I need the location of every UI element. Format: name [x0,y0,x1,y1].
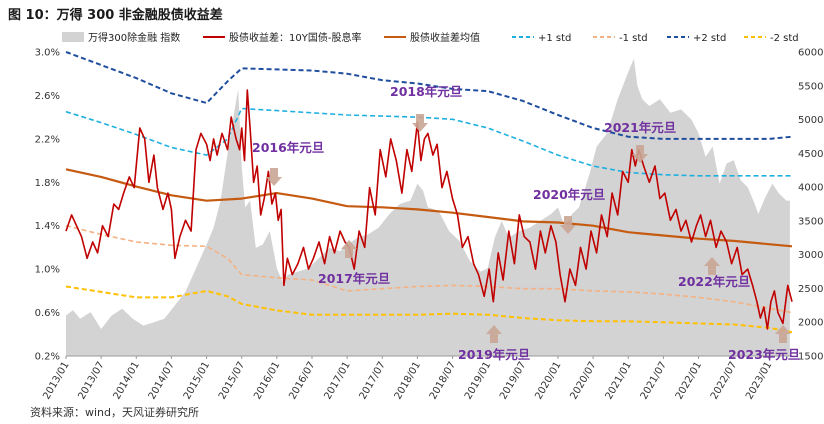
right-tick-label: 2000 [798,318,823,329]
x-tick-label: 2014/07 [147,360,177,401]
annotation-arrow [632,145,648,163]
x-tick-label: 2020/01 [533,360,563,401]
x-tick-label: 2016/07 [287,360,317,401]
right-tick-label: 3500 [798,216,823,227]
legend: 万得300除金融 指数 股债收益差：10Y国债-股息率 股债收益差均值 +1 std -… [62,31,799,44]
right-tick-label: 3000 [798,250,823,261]
x-tick-label: 2023/01 [744,360,774,401]
right-tick-label: 4000 [798,183,823,194]
x-tick-label: 2015/01 [182,360,212,401]
left-tick-label: 0.2% [35,352,60,363]
x-tick-label: 2021/07 [639,360,669,401]
index-area-layer [66,58,790,357]
lines-layer [65,51,793,334]
x-tick-label: 2022/07 [709,360,739,401]
legend-minus2std-label: -2 std [770,33,799,44]
right-tick-label: 6000 [798,48,823,59]
right-tick-label: 2500 [798,284,823,295]
x-tick-label: 2016/01 [252,360,282,401]
left-tick-label: 3.0% [35,48,60,59]
legend-minus1std-label: -1 std [619,33,648,44]
annotation-arrow [266,168,282,186]
annotations-layer: 2016年元旦 2017年元旦 2018年元旦 2019年元旦 2020年元旦 2021年… [252,84,800,362]
right-tick-label: 5000 [798,115,823,126]
x-tick-label: 2017/07 [358,360,388,401]
x-tick-label: 2018/07 [428,360,458,401]
series-plus1std-line [65,107,792,177]
annotation-arrow [775,325,791,343]
x-tick-label: 2013/07 [76,360,106,401]
source-note: 资料来源：wind，天风证券研究所 [30,406,200,419]
x-tick-label: 2015/07 [217,360,247,401]
series-minus1std-line [65,224,793,314]
annotation-label: 2020年元旦 [533,187,605,202]
x-tick-label: 2013/01 [41,360,71,401]
series-spread-line [65,89,793,330]
annotation-arrow [486,325,502,343]
series-mean-line [65,168,793,248]
right-tick-label: 1500 [798,352,823,363]
right-tick-label: 4500 [798,149,823,160]
left-tick-label: 2.2% [35,134,60,145]
left-tick-label: 1.4% [35,221,60,232]
x-tick-label: 2020/07 [568,360,598,401]
x-tick-label: 2021/01 [604,360,634,401]
annotation-arrow [560,216,576,234]
right-tick-label: 5500 [798,81,823,92]
legend-plus2std-label: +2 std [693,33,726,44]
x-tick-label: 2019/01 [463,360,493,401]
x-tick-label: 2022/01 [674,360,704,401]
legend-index-label: 万得300除金融 指数 [88,31,180,44]
annotation-arrow [341,240,357,258]
annotation-label: 2017年元旦 [318,271,390,286]
annotation-label: 2022年元旦 [678,274,750,289]
annotation-arrow [704,257,720,275]
annotation-label: 2019年元旦 [458,347,530,362]
legend-index-swatch [62,32,84,42]
x-tick-label: 2017/01 [322,360,352,401]
series-minus2std-line [65,285,793,334]
left-tick-label: 1.0% [35,265,60,276]
annotation-label: 2021年元旦 [604,120,676,135]
legend-spread-label: 股债收益差：10Y国债-股息率 [229,31,361,44]
left-tick-label: 2.6% [35,91,60,102]
index-area [66,58,790,357]
annotation-label: 2016年元旦 [252,140,324,155]
legend-plus1std-label: +1 std [538,33,571,44]
x-tick-label: 2019/07 [498,360,528,401]
annotation-label: 2018年元旦 [390,84,462,99]
left-tick-label: 1.8% [35,178,60,189]
legend-mean-label: 股债收益差均值 [410,31,480,44]
series-plus2std-line [65,51,793,140]
figure-title: 图 10：万得 300 非金融股债收益差 [8,8,223,23]
x-tick-label: 2018/01 [393,360,423,401]
annotation-arrow [412,114,428,132]
annotation-label: 2023年元旦 [728,347,800,362]
left-tick-label: 0.6% [35,308,60,319]
x-tick-label: 2014/01 [112,360,142,401]
